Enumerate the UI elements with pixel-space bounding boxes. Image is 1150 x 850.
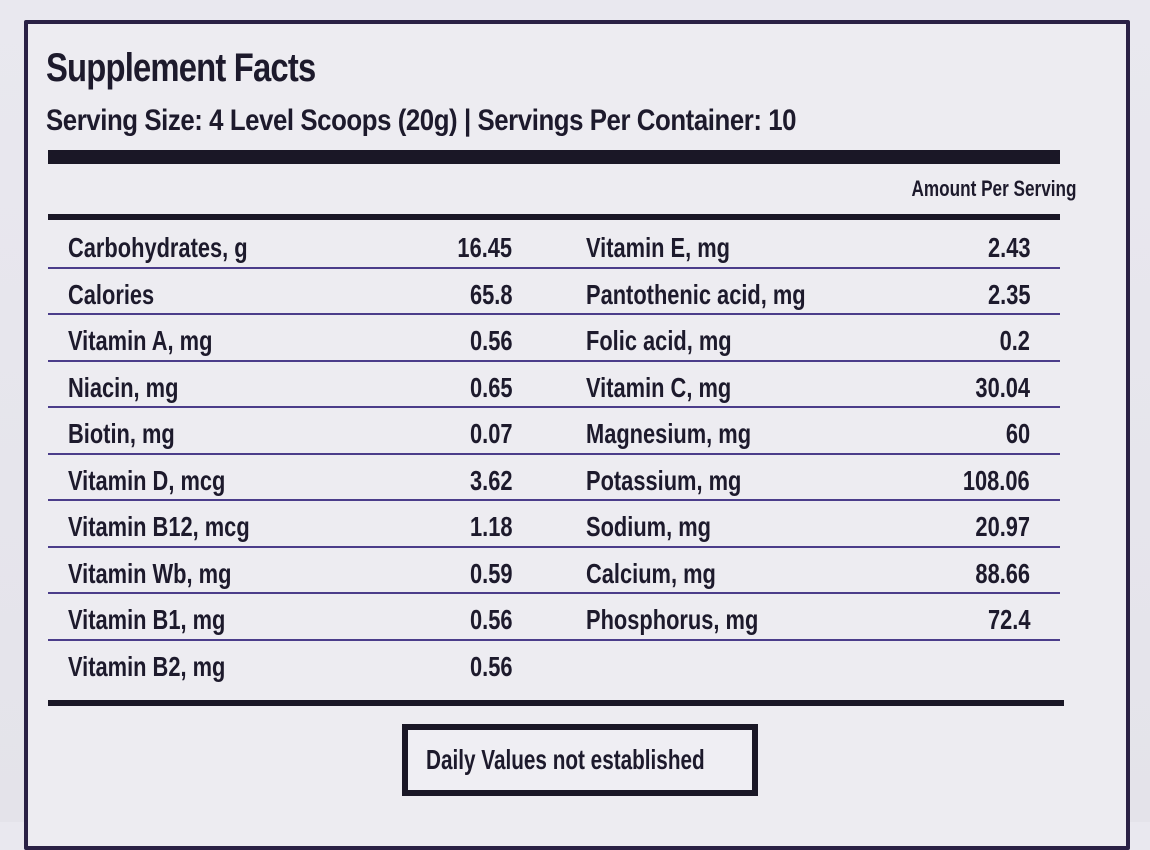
nutrient-name: Calories <box>68 278 155 310</box>
nutrient-name: Carbohydrates, g <box>68 232 248 263</box>
nutrient-name: Vitamin B2, mg <box>68 650 226 682</box>
nutrient-value: 0.2 <box>999 325 1030 356</box>
nutrient-name: Pantothenic acid, mg <box>586 278 806 310</box>
table-row: Niacin, mg 0.65 Vitamin C, mg 30.04 <box>48 362 1060 408</box>
label-title: Supplement Facts <box>46 46 316 90</box>
nutrient-value: 30.04 <box>975 371 1030 403</box>
nutrient-value: 0.65 <box>469 371 512 403</box>
nutrient-value: 2.35 <box>987 278 1030 310</box>
thick-divider <box>48 150 1060 164</box>
nutrient-name: Vitamin B1, mg <box>68 604 226 635</box>
amount-per-serving-header: Amount Per Serving <box>911 176 1076 201</box>
table-row: Vitamin B1, mg 0.56 Phosphorus, mg 72.4 <box>48 594 1060 641</box>
nutrient-value: 108.06 <box>963 464 1030 496</box>
nutrient-name: Vitamin E, mg <box>586 232 731 263</box>
nutrient-value: 16.45 <box>457 232 512 263</box>
nutrient-name: Vitamin B12, mcg <box>68 511 250 542</box>
nutrient-name: Folic acid, mg <box>586 325 732 356</box>
nutrient-value: 0.56 <box>469 650 512 682</box>
nutrient-name: Magnesium, mg <box>586 418 752 449</box>
nutrient-value: 72.4 <box>987 604 1030 635</box>
table-row: Vitamin D, mcg 3.62 Potassium, mg 108.06 <box>48 455 1060 501</box>
nutrient-name: Niacin, mg <box>68 371 179 403</box>
table-row: Vitamin Wb, mg 0.59 Calcium, mg 88.66 <box>48 548 1060 594</box>
nutrient-name: Sodium, mg <box>586 511 711 542</box>
nutrient-value: 0.56 <box>469 604 512 635</box>
nutrient-value: 0.59 <box>469 557 512 589</box>
daily-values-note-box: Daily Values not established <box>402 724 758 796</box>
nutrient-name: Vitamin C, mg <box>586 371 732 403</box>
bottom-divider <box>48 700 1064 706</box>
nutrient-value: 2.43 <box>987 232 1030 263</box>
nutrient-name: Vitamin D, mcg <box>68 464 226 496</box>
table-row: Vitamin A, mg 0.56 Folic acid, mg 0.2 <box>48 315 1060 362</box>
nutrient-value: 65.8 <box>469 278 512 310</box>
nutrient-value: 0.07 <box>469 418 512 449</box>
nutrient-name: Vitamin Wb, mg <box>68 557 232 589</box>
nutrient-value: 60 <box>1005 418 1030 449</box>
header-divider <box>48 214 1060 220</box>
nutrient-name: Biotin, mg <box>68 418 175 449</box>
table-row: Calories 65.8 Pantothenic acid, mg 2.35 <box>48 269 1060 315</box>
nutrient-value: 0.56 <box>469 325 512 356</box>
table-row: Vitamin B2, mg 0.56 <box>48 641 1060 688</box>
nutrient-value: 1.18 <box>469 511 512 542</box>
table-row: Biotin, mg 0.07 Magnesium, mg 60 <box>48 408 1060 455</box>
nutrient-name: Potassium, mg <box>586 464 742 496</box>
nutrient-name: Vitamin A, mg <box>68 325 213 356</box>
nutrient-value: 88.66 <box>975 557 1030 589</box>
nutrient-value: 20.97 <box>975 511 1030 542</box>
serving-info: Serving Size: 4 Level Scoops (20g) | Ser… <box>46 104 797 137</box>
table-row: Vitamin B12, mcg 1.18 Sodium, mg 20.97 <box>48 501 1060 548</box>
daily-values-note: Daily Values not established <box>426 744 705 775</box>
nutrient-value: 3.62 <box>469 464 512 496</box>
nutrient-table: Carbohydrates, g 16.45 Vitamin E, mg 2.4… <box>48 222 1060 687</box>
nutrient-name: Phosphorus, mg <box>586 604 759 635</box>
nutrient-name: Calcium, mg <box>586 557 716 589</box>
table-row: Carbohydrates, g 16.45 Vitamin E, mg 2.4… <box>48 222 1060 269</box>
